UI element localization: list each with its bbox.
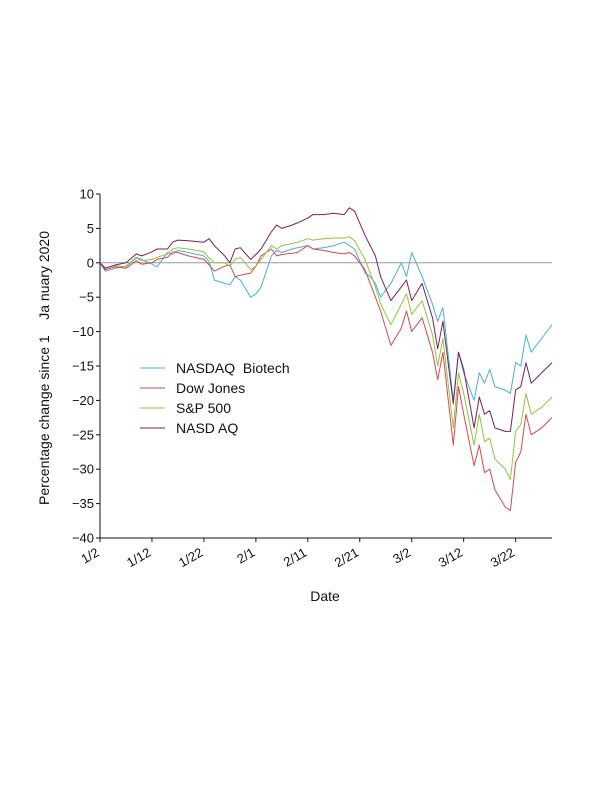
- legend: NASDAQ Biotech Dow Jones S&P 500 NASD AQ: [140, 360, 290, 436]
- series-lines: [99, 207, 553, 511]
- y-tick-label: 5: [87, 221, 94, 236]
- x-tick-label: 2/21: [332, 545, 361, 571]
- legend-label: S&P 500: [176, 400, 231, 416]
- x-tick-label: 3/12: [436, 545, 465, 571]
- y-tick-label: 10: [80, 187, 94, 202]
- x-tick-label: 2/11: [281, 545, 310, 570]
- y-tick-label: −25: [72, 427, 94, 442]
- legend-label: NASD AQ: [176, 420, 238, 436]
- x-tick-label: 1/2: [78, 545, 101, 567]
- y-tick-label: −35: [72, 496, 94, 511]
- y-tick-label: −5: [79, 290, 94, 305]
- series-line-dow-jones: [99, 245, 553, 511]
- legend-label: Dow Jones: [176, 380, 245, 396]
- y-tick-label: −10: [72, 324, 94, 339]
- x-tick-label: 1/12: [124, 545, 153, 571]
- y-tick-label: −20: [72, 393, 94, 408]
- x-axis-title: Date: [310, 588, 340, 604]
- y-tick-label: −40: [72, 531, 94, 546]
- x-tick-label: 2/1: [234, 545, 257, 567]
- y-tick-label: −30: [72, 462, 94, 477]
- x-tick-label: 3/22: [488, 545, 517, 571]
- series-line-nasd-aq: [99, 207, 553, 432]
- legend-label: NASDAQ Biotech: [176, 360, 290, 376]
- x-tick-label: 1/22: [176, 545, 205, 571]
- x-ticks: 1/2 1/12 1/22 2/1 2/11 2/21 3/2 3/12 3/22: [78, 538, 517, 570]
- y-axis-title: Percentage change since 1 Ja nuary 2020: [36, 231, 52, 505]
- series-line-nasdaq-biotech: [99, 241, 553, 401]
- y-tick-label: 0: [87, 255, 94, 270]
- axes: [99, 194, 552, 539]
- y-tick-label: −15: [72, 359, 94, 374]
- y-ticks: 10 5 0 −5 −10 −15 −20 −25 −30 −35 −40: [72, 187, 100, 546]
- x-tick-label: 3/2: [390, 545, 413, 567]
- series-line-s-p-500: [99, 236, 553, 480]
